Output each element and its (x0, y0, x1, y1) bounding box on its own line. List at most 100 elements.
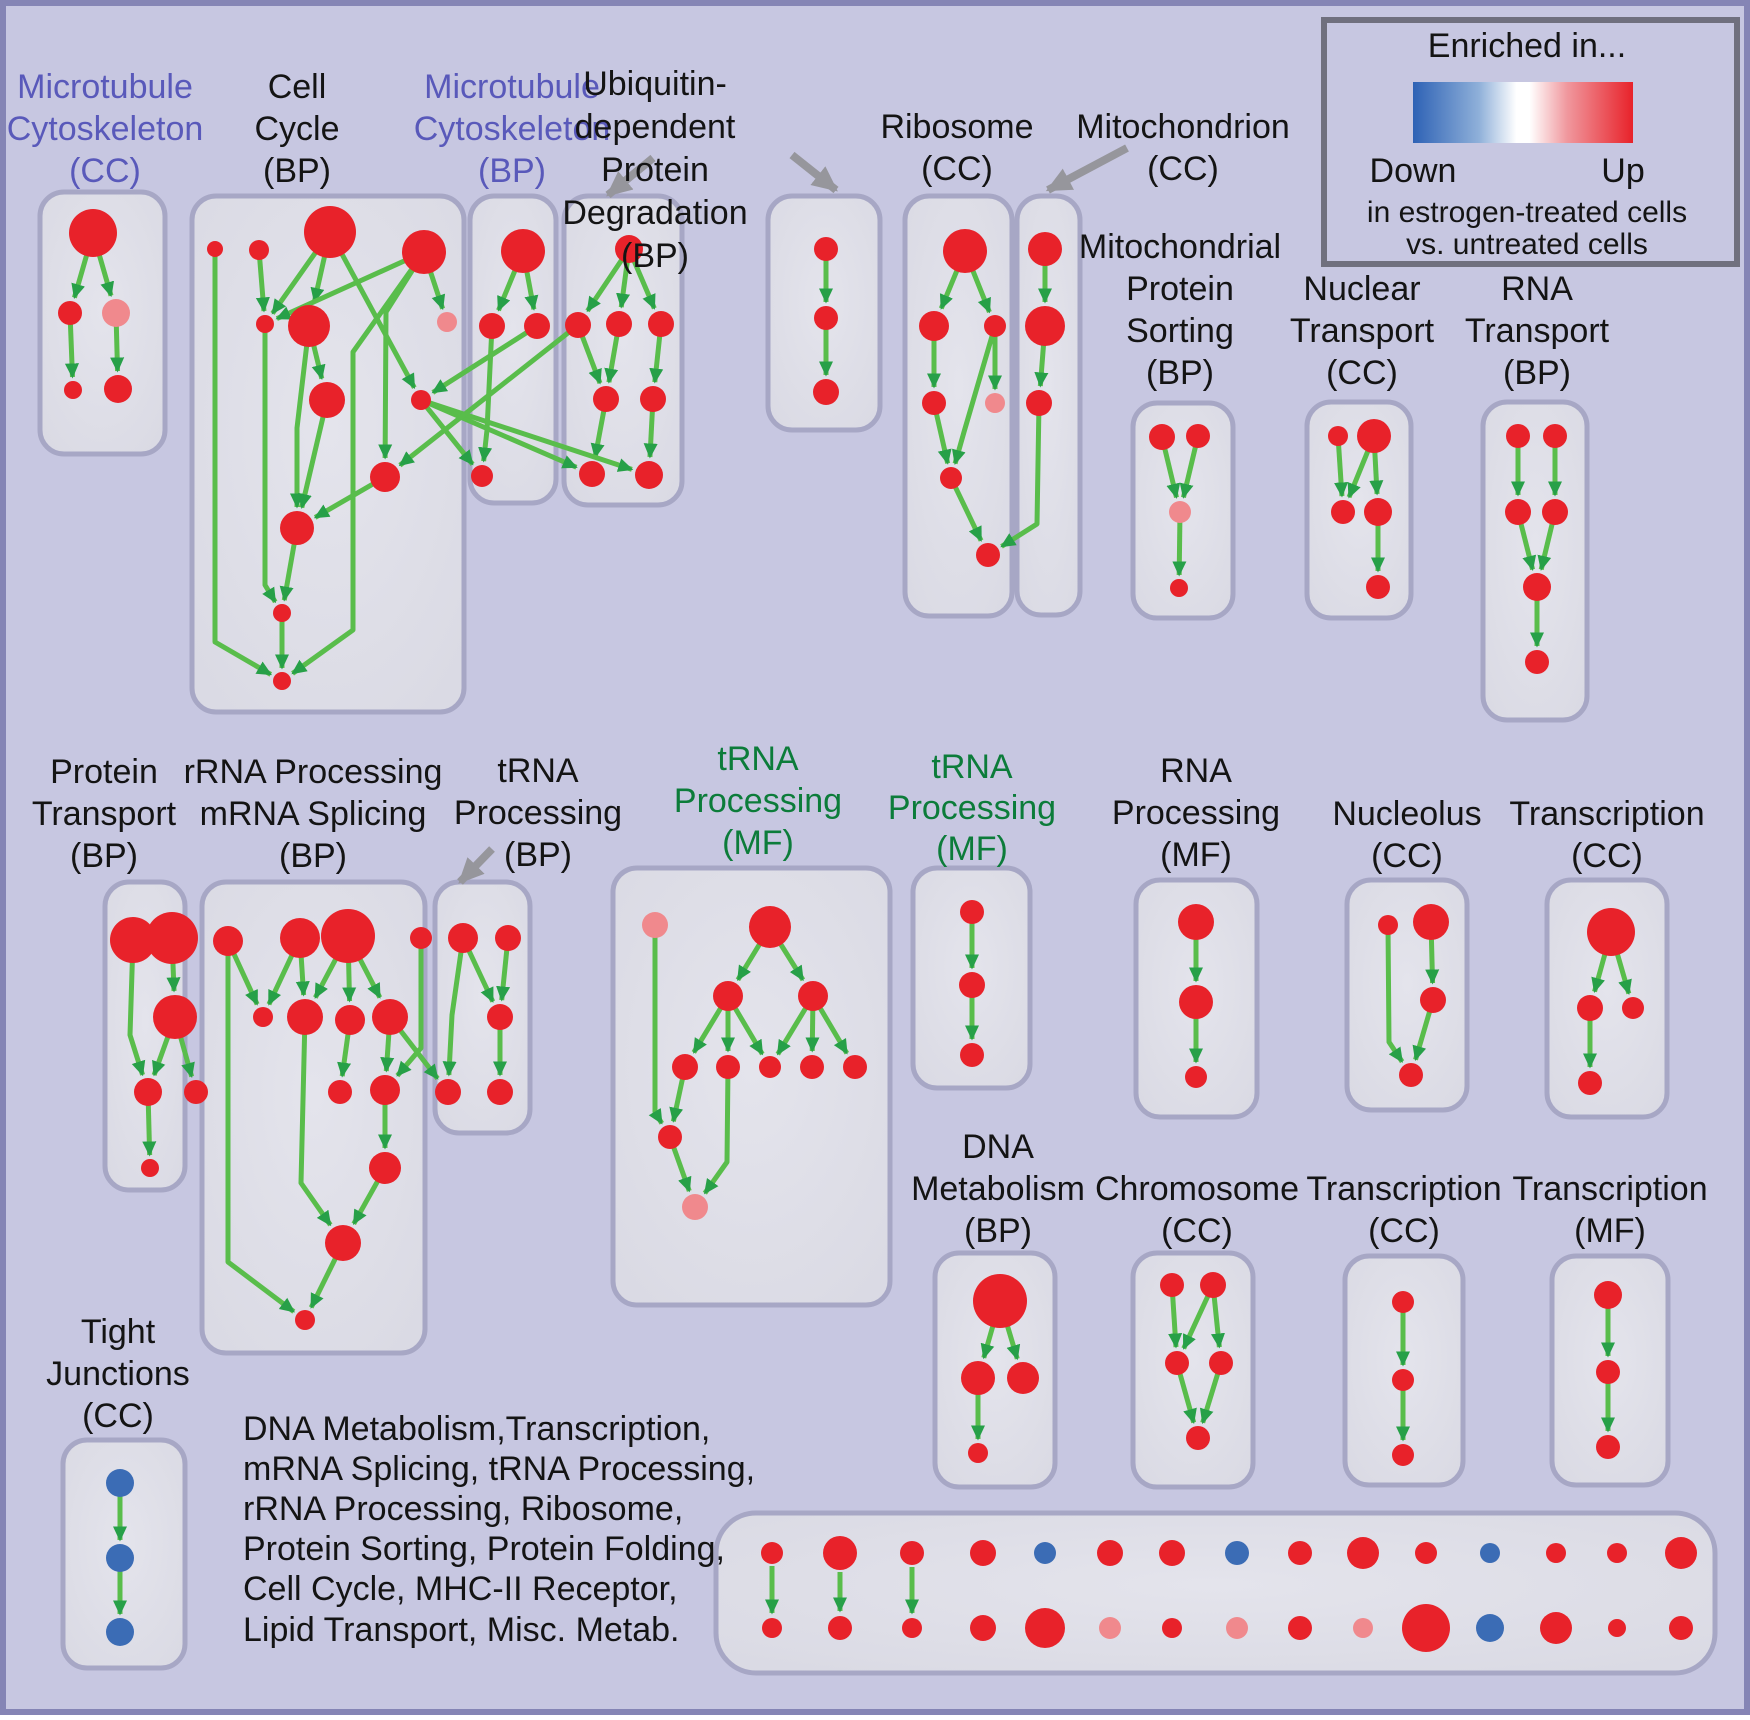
go-node-j1 (106, 1469, 134, 1497)
bottom-node-top-col7 (1225, 1541, 1249, 1565)
group-label-protein_transport-line0: Protein (50, 753, 158, 791)
go-node-e1 (1160, 1273, 1184, 1297)
go-node-e5 (1186, 1426, 1210, 1450)
go-node-r1 (943, 229, 987, 273)
group-label-mt_bp-line0: Microtubule (424, 68, 600, 106)
bottom-node-bottom-col10 (1402, 1604, 1450, 1652)
go-node-u6 (579, 461, 605, 487)
group-label-mitochondrion-line1: (CC) (1147, 150, 1219, 188)
group-label-protein_transport-line2: (BP) (70, 837, 138, 875)
go-node-b1 (501, 229, 545, 273)
go-node-h2 (959, 972, 985, 998)
go-node-d1 (973, 1274, 1027, 1328)
edge-p1-p4 (127, 939, 146, 1077)
go-node-l2 (1413, 904, 1449, 940)
edge-c8-u7 (420, 397, 634, 472)
go-node-j3 (106, 1618, 134, 1646)
go-node-n3 (1331, 500, 1355, 524)
bottom-node-bottom-col1 (828, 1616, 852, 1640)
legend-up-label: Up (1601, 152, 1644, 190)
go-node-g4 (798, 981, 828, 1011)
go-node-k2 (1179, 985, 1213, 1019)
bottom-node-bottom-col14 (1669, 1616, 1693, 1640)
group-label-dna_metabolism-line1: Metabolism (911, 1170, 1085, 1208)
bottom-node-top-col11 (1480, 1543, 1500, 1563)
bottom-node-bottom-col9 (1353, 1618, 1373, 1638)
go-node-u2 (606, 311, 632, 337)
go-node-h1 (960, 900, 984, 924)
go-node-p4 (134, 1078, 162, 1106)
group-label-ribosome-line1: (CC) (921, 150, 993, 188)
go-node-g1 (642, 912, 668, 938)
group-label-mito_sorting-line3: (BP) (1146, 354, 1214, 392)
go-node-f2 (1392, 1369, 1414, 1391)
go-node-u5 (640, 386, 666, 412)
go-node-q10 (370, 1075, 400, 1105)
edge-m3-r7 (1000, 402, 1042, 549)
go-node-s3 (1169, 501, 1191, 523)
annotation-arrows-layer (457, 144, 1129, 885)
bottom-node-top-col9 (1347, 1537, 1379, 1569)
go-node-a3 (102, 299, 130, 327)
go-node-c3 (304, 206, 356, 258)
edge-c3-c8 (327, 230, 417, 389)
ubiquitin-right-arrow (789, 151, 839, 194)
go-node-q2 (280, 918, 320, 958)
go-node-g7 (759, 1056, 781, 1078)
edge-c5-c11 (262, 324, 278, 604)
go-node-b2 (479, 313, 505, 339)
go-node-r2 (919, 311, 949, 341)
group-label-trna_mf1-line1: Processing (674, 782, 842, 820)
edge-n1-n3 (1334, 435, 1349, 498)
go-node-n5 (1366, 575, 1390, 599)
misc-text-line0: DNA Metabolism,Transcription, (243, 1410, 710, 1448)
bottom-node-top-col4 (1034, 1542, 1056, 1564)
group-label-nucleolus-line0: Nucleolus (1332, 795, 1481, 833)
group-label-mt_cc-line1: Cytoskeleton (7, 110, 204, 148)
go-node-j2 (106, 1544, 134, 1572)
go-node-a4 (64, 381, 82, 399)
group-label-trna_mf2-line2: (MF) (936, 830, 1008, 868)
group-label-trna_mf2-line0: tRNA (931, 748, 1013, 786)
go-node-q8 (372, 999, 408, 1035)
go-node-x1 (1594, 1281, 1622, 1309)
go-node-tb2 (495, 925, 521, 951)
bottom-node-bottom-col2 (902, 1618, 922, 1638)
go-node-q7 (335, 1005, 365, 1035)
bottom-node-top-col0 (761, 1542, 783, 1564)
group-label-mt_bp-line2: (BP) (478, 152, 546, 190)
bottom-node-bottom-col11 (1476, 1614, 1504, 1642)
go-node-w3 (1622, 997, 1644, 1019)
go-node-e3 (1165, 1351, 1189, 1375)
bottom-node-bottom-col13 (1608, 1619, 1626, 1637)
go-node-s4 (1170, 579, 1188, 597)
edge-q4-q10 (395, 938, 424, 1078)
group-label-mt_cc-line2: (CC) (69, 152, 141, 190)
bottom-node-bottom-col0 (762, 1618, 782, 1638)
group-label-mt_bp-line1: Cytoskeleton (414, 110, 611, 148)
legend-title: Enriched in... (1428, 27, 1626, 65)
go-node-t5 (1523, 573, 1551, 601)
edge-c6-c10 (289, 325, 312, 509)
group-label-nuclear_transport-line2: (CC) (1326, 354, 1398, 392)
group-box-mt_bp (467, 193, 559, 506)
edge-r3-r6 (952, 325, 998, 465)
go-node-q1 (213, 926, 243, 956)
group-label-trna_bp-line1: Processing (454, 794, 622, 832)
nodes-layer (58, 206, 1697, 1652)
go-node-r6 (940, 467, 962, 489)
go-node-k1 (1178, 904, 1214, 940)
bottom-node-bottom-col4 (1025, 1608, 1065, 1648)
go-node-p5 (184, 1080, 208, 1104)
go-node-l3 (1420, 987, 1446, 1013)
edge-u1-c9 (398, 323, 580, 468)
go-node-tb3 (487, 1004, 513, 1030)
go-node-c5 (256, 315, 274, 333)
go-node-d2 (961, 1361, 995, 1395)
go-node-g5 (672, 1054, 698, 1080)
go-node-q3 (321, 909, 375, 963)
group-label-mitochondrion-line0: Mitochondrion (1076, 108, 1290, 146)
go-node-d3 (1007, 1362, 1039, 1394)
